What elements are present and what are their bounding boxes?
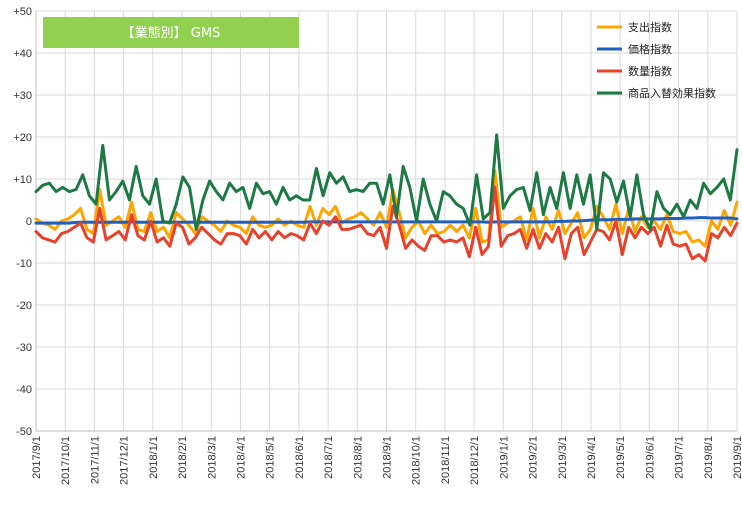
x-tick-label: 2018/5/1 <box>265 436 277 479</box>
series-line-2 <box>34 216 739 225</box>
x-tick-label: 2019/2/1 <box>528 436 540 479</box>
x-tick-label: 2018/3/1 <box>206 436 218 479</box>
x-tick-label: 2019/8/1 <box>703 436 715 479</box>
x-tick-label: 2018/7/1 <box>323 436 335 479</box>
x-tick-label: 2018/4/1 <box>235 436 247 479</box>
x-tick-label: 2019/5/1 <box>615 436 627 479</box>
x-tick-label: 2019/7/1 <box>674 436 686 479</box>
title-box <box>43 17 299 48</box>
y-tick-label: -30 <box>16 342 32 354</box>
legend-label-2: 価格指数 <box>628 42 672 56</box>
y-tick-label: -10 <box>16 258 32 270</box>
x-tick-label: 2019/6/1 <box>644 436 656 479</box>
legend-label-4: 商品入替効果指数 <box>628 86 716 100</box>
y-tick-label: +10 <box>13 174 32 186</box>
x-tick-label: 2018/6/1 <box>294 436 306 479</box>
x-tick-label: 2017/11/1 <box>89 436 101 484</box>
y-tick-label: -20 <box>16 300 32 312</box>
y-tick-label: +50 <box>13 6 32 18</box>
x-tick-label: 2018/8/1 <box>352 436 364 479</box>
x-tick-label: 2018/1/1 <box>148 436 160 479</box>
x-tick-label: 2017/9/1 <box>31 436 43 479</box>
x-tick-label: 2019/9/1 <box>732 436 742 479</box>
x-tick-label: 2018/2/1 <box>177 436 189 479</box>
x-tick-label: 2019/3/1 <box>557 436 569 479</box>
series-line-1 <box>34 169 739 248</box>
series-line-4 <box>34 133 739 231</box>
y-tick-label: +20 <box>13 132 32 144</box>
x-tick-label: 2018/10/1 <box>411 436 423 485</box>
y-tick-label: -50 <box>16 426 32 438</box>
y-tick-label: -40 <box>16 384 32 396</box>
x-tick-label: 2019/1/1 <box>498 436 510 479</box>
series-line-3 <box>34 185 739 263</box>
x-tick-label: 2018/11/1 <box>440 436 452 484</box>
x-tick-label: 2018/12/1 <box>469 436 481 485</box>
x-tick-label: 2018/9/1 <box>382 436 394 479</box>
y-tick-label: +40 <box>13 48 32 60</box>
legend-label-1: 支出指数 <box>628 20 672 34</box>
y-tick-label: 0 <box>26 216 32 228</box>
x-tick-label: 2019/4/1 <box>586 436 598 479</box>
y-tick-label: +30 <box>13 90 32 102</box>
chart-title: 【業態別】 GMS <box>122 25 221 41</box>
x-tick-label: 2017/12/1 <box>119 436 131 485</box>
series-lines <box>34 133 739 263</box>
x-tick-label: 2017/10/1 <box>60 436 72 485</box>
legend-label-3: 数量指数 <box>628 64 672 78</box>
